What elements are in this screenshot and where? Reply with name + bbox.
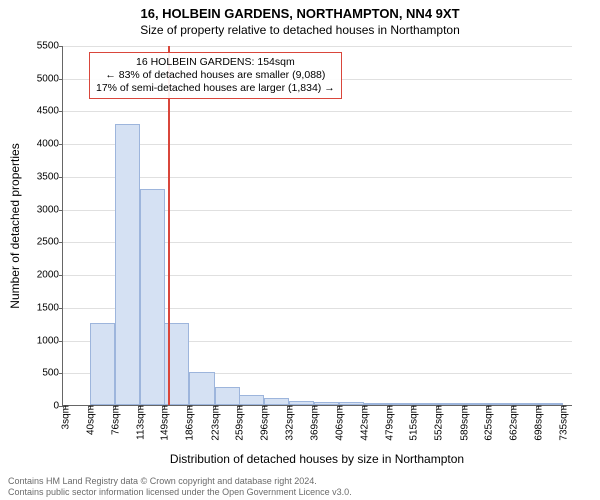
x-tick-label: 552sqm [432,405,445,441]
histogram-bar [189,372,214,405]
page-subtitle: Size of property relative to detached ho… [0,21,600,37]
y-tick-mark [59,111,63,112]
annotation-line3: 17% of semi-detached houses are larger (… [96,82,335,95]
y-tick-mark [59,177,63,178]
page-title: 16, HOLBEIN GARDENS, NORTHAMPTON, NN4 9X… [0,0,600,21]
x-tick-label: 113sqm [133,405,146,440]
y-tick-mark [59,210,63,211]
x-tick-label: 76sqm [108,405,121,435]
gridline [63,111,572,112]
x-tick-label: 259sqm [233,405,246,441]
footer-attribution: Contains HM Land Registry data © Crown c… [8,476,352,498]
y-tick-mark [59,242,63,243]
x-tick-label: 223sqm [208,405,221,441]
annotation-line2: ← 83% of detached houses are smaller (9,… [96,69,335,82]
x-tick-label: 332sqm [282,405,295,441]
histogram-bar [115,124,140,405]
y-tick-mark [59,275,63,276]
property-marker-line [168,46,170,405]
x-tick-label: 296sqm [258,405,271,441]
x-tick-label: 186sqm [183,405,196,441]
plot-region: 0500100015002000250030003500400045005000… [62,46,572,406]
x-tick-label: 479sqm [382,405,395,441]
x-tick-label: 369sqm [307,405,320,441]
x-tick-label: 589sqm [457,405,470,441]
y-tick-mark [59,341,63,342]
y-tick-mark [59,46,63,47]
histogram-bar [215,387,240,405]
x-tick-label: 406sqm [333,405,346,441]
y-axis-label: Number of detached properties [8,143,22,308]
x-tick-label: 698sqm [531,405,544,441]
y-tick-mark [59,144,63,145]
x-tick-label: 662sqm [507,405,520,441]
chart-area: 0500100015002000250030003500400045005000… [62,46,572,406]
x-axis-label: Distribution of detached houses by size … [62,452,572,466]
y-tick-mark [59,79,63,80]
x-tick-label: 149sqm [158,405,171,441]
gridline [63,46,572,47]
footer-line1: Contains HM Land Registry data © Crown c… [8,476,352,487]
annotation-box: 16 HOLBEIN GARDENS: 154sqm← 83% of detac… [89,52,342,99]
x-tick-label: 515sqm [407,405,420,441]
x-tick-label: 40sqm [84,405,97,435]
histogram-bar [90,323,115,405]
annotation-line1: 16 HOLBEIN GARDENS: 154sqm [96,56,335,69]
footer-line2: Contains public sector information licen… [8,487,352,498]
y-axis-label-wrap: Number of detached properties [8,46,22,406]
histogram-bar [140,189,165,405]
x-tick-label: 625sqm [482,405,495,441]
x-tick-label: 3sqm [59,405,72,429]
x-tick-label: 735sqm [556,405,569,441]
y-tick-mark [59,373,63,374]
y-tick-mark [59,308,63,309]
histogram-bar [239,395,264,405]
x-tick-label: 442sqm [357,405,370,441]
